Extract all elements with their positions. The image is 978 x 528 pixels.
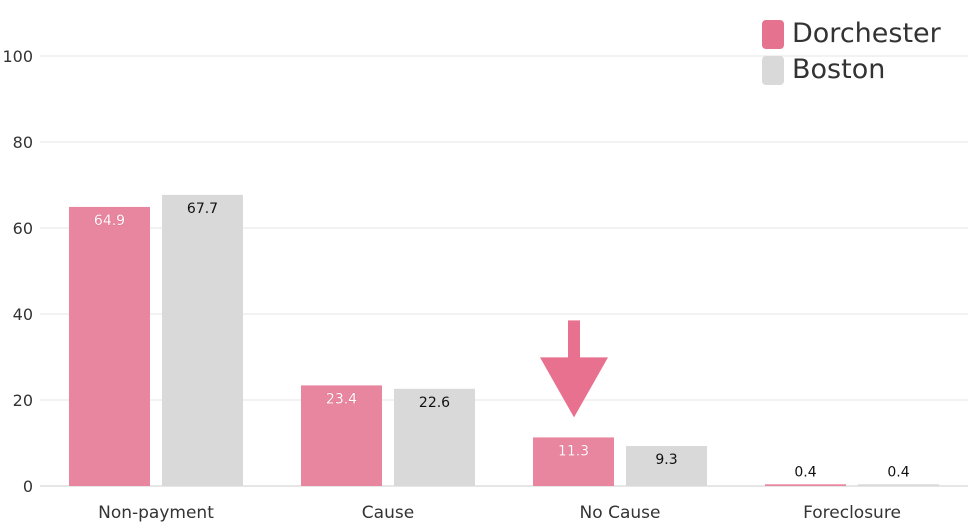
value-label-dorchester-cause: 23.4 [326, 391, 357, 407]
value-label-dorchester-non-payment: 64.9 [94, 213, 125, 229]
y-tick-label-60: 60 [13, 219, 33, 238]
x-tick-label-cause: Cause [362, 503, 414, 523]
legend-item-dorchester[interactable]: Dorchester [762, 16, 972, 52]
legend: Dorchester Boston [762, 16, 972, 88]
value-label-boston-non-payment: 67.7 [187, 201, 218, 217]
arrow-shaft [568, 320, 580, 361]
x-axis: Non-payment Cause No Cause Foreclosure [98, 503, 901, 523]
y-axis: 0 20 40 60 80 100 [2, 47, 33, 496]
y-tick-label-40: 40 [13, 305, 33, 324]
annotation [540, 320, 608, 418]
x-tick-label-no-cause: No Cause [580, 503, 661, 523]
value-label-boston-no-cause: 9.3 [655, 452, 677, 468]
legend-label-dorchester: Dorchester [792, 18, 941, 49]
bars: 64.9 67.7 23.4 22.6 11.3 9.3 0.4 0.4 [69, 194, 939, 486]
y-tick-label-20: 20 [13, 391, 33, 410]
bar-boston-foreclosure [858, 484, 939, 486]
legend-swatch-boston [762, 55, 784, 85]
legend-swatch-dorchester [762, 19, 784, 49]
x-tick-label-foreclosure: Foreclosure [803, 503, 901, 523]
legend-item-boston[interactable]: Boston [762, 52, 972, 88]
y-tick-label-100: 100 [2, 47, 33, 66]
legend-label-boston: Boston [792, 54, 886, 85]
y-tick-label-80: 80 [13, 133, 33, 152]
bar-dorchester-non-payment [69, 206, 150, 486]
bar-boston-no-cause [626, 446, 707, 486]
value-label-boston-cause: 22.6 [419, 395, 450, 411]
y-tick-label-0: 0 [23, 477, 33, 496]
value-label-boston-foreclosure: 0.4 [887, 464, 909, 480]
value-label-dorchester-foreclosure: 0.4 [794, 464, 816, 480]
bar-boston-cause [394, 388, 475, 486]
x-tick-label-non-payment: Non-payment [98, 503, 214, 523]
bar-dorchester-cause [301, 385, 382, 486]
value-label-dorchester-no-cause: 11.3 [558, 443, 589, 459]
bar-boston-non-payment [162, 194, 243, 486]
bar-dorchester-foreclosure [765, 484, 846, 486]
bar-dorchester-no-cause [533, 437, 614, 486]
arrow-head [540, 357, 608, 418]
